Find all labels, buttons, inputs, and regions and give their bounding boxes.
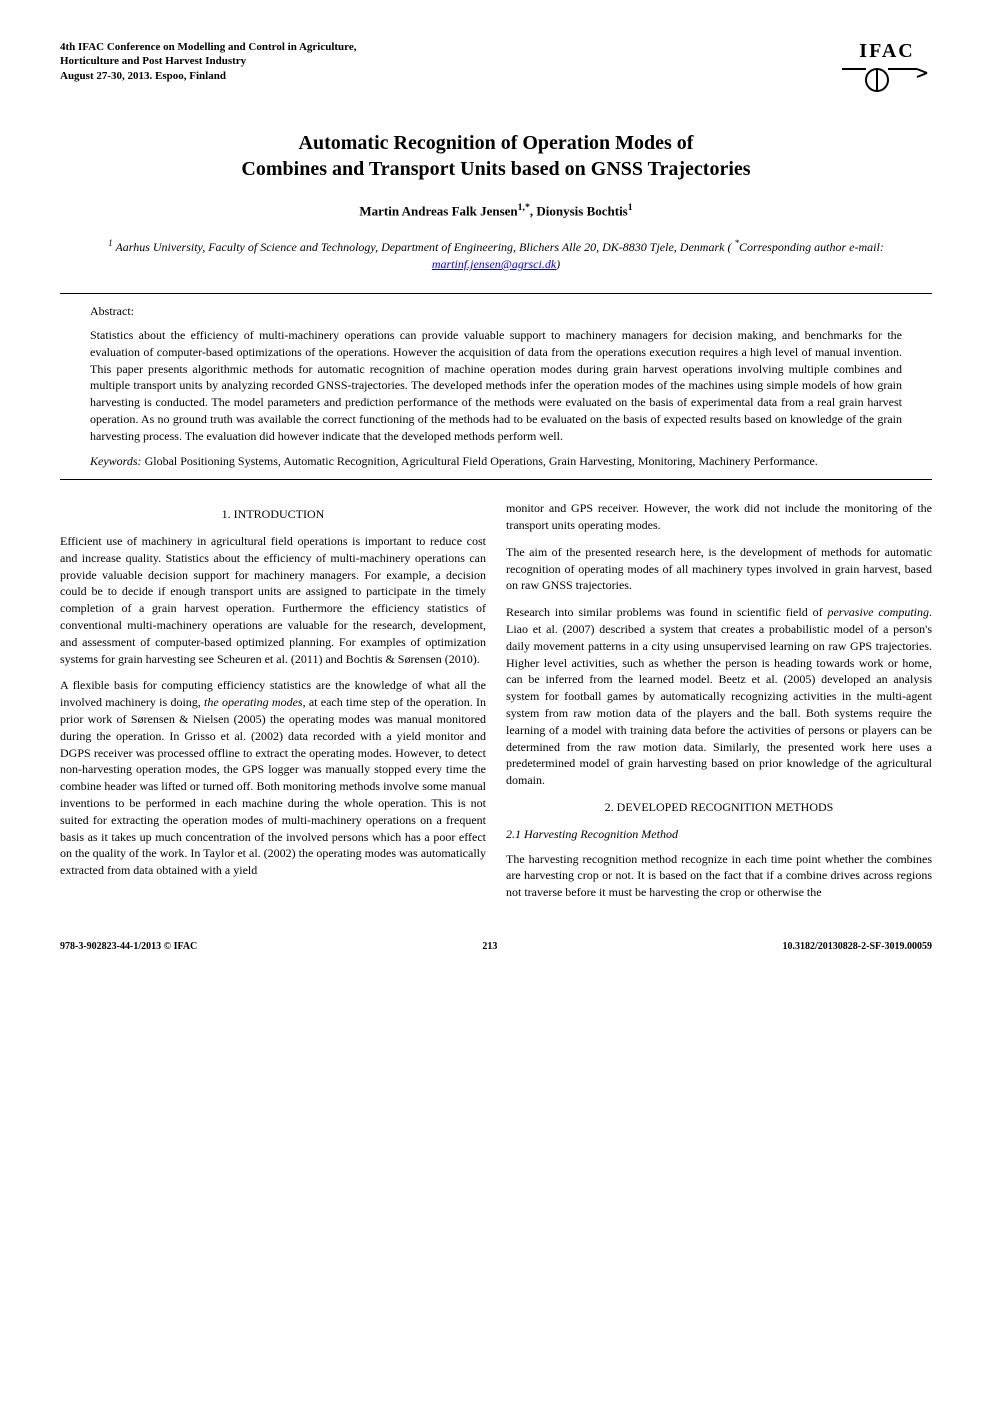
col1-para-2: A flexible basis for computing efficienc… <box>60 677 486 879</box>
conference-info: 4th IFAC Conference on Modelling and Con… <box>60 40 357 83</box>
ifac-logo-text: IFAC <box>859 40 914 63</box>
col2-para-4: The harvesting recognition method recogn… <box>506 851 932 901</box>
affiliation-close: ) <box>556 257 560 271</box>
header-row: 4th IFAC Conference on Modelling and Con… <box>60 40 932 100</box>
abstract-section: Abstract: Statistics about the efficienc… <box>60 293 932 480</box>
body-columns: 1. INTRODUCTION Efficient use of machine… <box>60 500 932 911</box>
col2-para-3: Research into similar problems was found… <box>506 604 932 789</box>
right-column: monitor and GPS receiver. However, the w… <box>506 500 932 911</box>
footer-left: 978-3-902823-44-1/2013 © IFAC <box>60 941 197 952</box>
author-sep: , Dionysis Bochtis <box>530 203 628 218</box>
footer-page-number: 213 <box>482 941 497 952</box>
pervasive-computing-italic: pervasive computing <box>827 605 929 619</box>
col1-para-1: Efficient use of machinery in agricultur… <box>60 533 486 667</box>
conference-line-3: August 27-30, 2013. Espoo, Finland <box>60 69 357 83</box>
footer-row: 978-3-902823-44-1/2013 © IFAC 213 10.318… <box>60 941 932 952</box>
col2-para-1: monitor and GPS receiver. However, the w… <box>506 500 932 534</box>
author-1: Martin Andreas Falk Jensen <box>359 203 517 218</box>
title-line-1: Automatic Recognition of Operation Modes… <box>299 132 694 154</box>
author-2-sup: 1 <box>628 202 633 213</box>
left-column: 1. INTRODUCTION Efficient use of machine… <box>60 500 486 911</box>
author-1-sup: 1,* <box>518 202 530 213</box>
title-line-2: Combines and Transport Units based on GN… <box>241 158 750 180</box>
keywords-label: Keywords: <box>90 454 142 468</box>
authors: Martin Andreas Falk Jensen1,*, Dionysis … <box>60 202 932 219</box>
conference-line-1: 4th IFAC Conference on Modelling and Con… <box>60 40 357 54</box>
operating-modes-italic: the operating modes <box>204 695 303 709</box>
keywords: Keywords: Global Positioning Systems, Au… <box>90 453 902 470</box>
section-1-heading: 1. INTRODUCTION <box>60 506 486 523</box>
col2-para-2: The aim of the presented research here, … <box>506 544 932 594</box>
ifac-logo-symbol <box>842 65 932 100</box>
footer-doi: 10.3182/20130828-2-SF-3019.00059 <box>783 941 932 952</box>
section-2-heading: 2. DEVELOPED RECOGNITION METHODS <box>506 799 932 816</box>
affiliation: 1 Aarhus University, Faculty of Science … <box>60 237 932 273</box>
conference-line-2: Horticulture and Post Harvest Industry <box>60 54 357 68</box>
subsection-21-heading: 2.1 Harvesting Recognition Method <box>506 826 932 843</box>
affiliation-text-2: Corresponding author e-mail: <box>739 240 884 254</box>
ifac-logo: IFAC <box>842 40 932 100</box>
author-email-link[interactable]: martinf.jensen@agrsci.dk <box>432 257 556 271</box>
keywords-text: Global Positioning Systems, Automatic Re… <box>142 454 818 468</box>
paper-title: Automatic Recognition of Operation Modes… <box>60 130 932 182</box>
abstract-label: Abstract: <box>90 304 902 319</box>
affiliation-text: Aarhus University, Faculty of Science an… <box>113 240 735 254</box>
abstract-text: Statistics about the efficiency of multi… <box>90 327 902 445</box>
